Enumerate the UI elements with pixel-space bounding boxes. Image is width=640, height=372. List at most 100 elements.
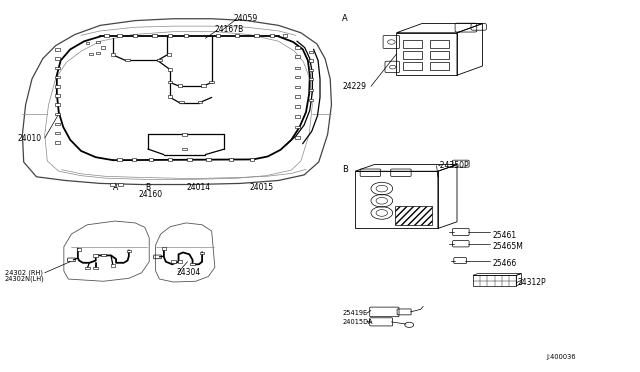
- Bar: [309, 99, 313, 102]
- Bar: [403, 51, 422, 59]
- Bar: [296, 136, 300, 138]
- Bar: [429, 40, 449, 48]
- Bar: [85, 267, 90, 269]
- Bar: [55, 103, 60, 106]
- Bar: [296, 55, 300, 58]
- Bar: [309, 60, 313, 62]
- Text: 24304: 24304: [177, 267, 201, 276]
- Text: J:400036: J:400036: [546, 353, 576, 360]
- Text: -24350P: -24350P: [438, 161, 470, 170]
- Bar: [429, 62, 449, 70]
- Bar: [198, 101, 202, 103]
- Bar: [117, 158, 122, 161]
- Bar: [117, 35, 122, 37]
- Bar: [101, 46, 105, 49]
- Bar: [97, 52, 100, 54]
- Bar: [216, 35, 220, 37]
- Bar: [89, 53, 93, 55]
- Text: 24015DA: 24015DA: [342, 318, 373, 324]
- Text: 24167B: 24167B: [215, 25, 244, 33]
- Text: 24160: 24160: [138, 190, 163, 199]
- Bar: [167, 53, 172, 56]
- Bar: [111, 53, 115, 56]
- Bar: [55, 48, 60, 51]
- Bar: [355, 171, 438, 228]
- Bar: [309, 51, 313, 54]
- Bar: [296, 115, 300, 118]
- Text: 24229: 24229: [342, 82, 366, 91]
- Bar: [403, 62, 422, 70]
- Bar: [200, 251, 204, 254]
- Bar: [296, 95, 300, 98]
- Bar: [55, 94, 60, 97]
- Bar: [283, 35, 287, 37]
- Bar: [270, 35, 275, 37]
- Bar: [254, 35, 259, 37]
- Text: 25461: 25461: [492, 231, 516, 240]
- Text: 25419E: 25419E: [342, 310, 367, 316]
- Bar: [93, 267, 98, 269]
- Text: A: A: [113, 183, 118, 192]
- Bar: [86, 42, 90, 44]
- Bar: [168, 158, 173, 161]
- Bar: [394, 206, 431, 225]
- Text: B: B: [342, 165, 348, 174]
- Text: 24059: 24059: [234, 13, 258, 22]
- Text: 24312P: 24312P: [518, 278, 546, 287]
- Bar: [127, 250, 131, 252]
- Bar: [157, 59, 162, 61]
- Bar: [228, 158, 233, 161]
- Bar: [111, 264, 115, 267]
- Bar: [168, 81, 173, 83]
- Bar: [235, 35, 239, 37]
- Bar: [201, 84, 205, 87]
- Bar: [309, 68, 313, 71]
- Bar: [296, 76, 300, 78]
- Bar: [187, 158, 191, 161]
- Bar: [55, 113, 60, 115]
- Bar: [206, 158, 211, 161]
- Bar: [55, 141, 60, 144]
- Bar: [55, 85, 60, 87]
- Bar: [177, 260, 182, 263]
- Bar: [168, 35, 173, 37]
- Bar: [133, 35, 138, 37]
- Bar: [93, 254, 98, 257]
- Bar: [182, 133, 186, 136]
- Bar: [55, 67, 60, 69]
- Bar: [104, 35, 109, 37]
- Bar: [168, 68, 173, 71]
- Bar: [296, 126, 300, 128]
- Text: 24010: 24010: [17, 134, 42, 142]
- Bar: [309, 78, 313, 80]
- Bar: [296, 86, 300, 88]
- Bar: [149, 158, 154, 161]
- Text: 24302 (RH): 24302 (RH): [4, 270, 43, 276]
- Bar: [101, 254, 106, 256]
- Bar: [296, 46, 300, 49]
- Bar: [179, 101, 184, 103]
- Text: 25465M: 25465M: [492, 243, 523, 251]
- Bar: [296, 67, 300, 69]
- Bar: [55, 57, 60, 60]
- Bar: [182, 148, 186, 150]
- Bar: [162, 247, 166, 250]
- Bar: [118, 183, 123, 186]
- Bar: [309, 89, 313, 91]
- Bar: [55, 76, 60, 78]
- Text: 25466: 25466: [492, 259, 516, 268]
- Bar: [190, 263, 195, 265]
- Bar: [77, 248, 81, 251]
- Bar: [110, 183, 115, 186]
- Bar: [132, 158, 136, 161]
- Text: 24302N(LH): 24302N(LH): [4, 276, 44, 282]
- Bar: [55, 132, 60, 135]
- Bar: [152, 35, 157, 37]
- Bar: [125, 59, 130, 61]
- Text: B: B: [145, 183, 150, 192]
- Bar: [473, 275, 516, 286]
- Bar: [396, 33, 457, 75]
- Bar: [172, 260, 175, 263]
- Bar: [403, 40, 422, 48]
- Bar: [177, 84, 182, 87]
